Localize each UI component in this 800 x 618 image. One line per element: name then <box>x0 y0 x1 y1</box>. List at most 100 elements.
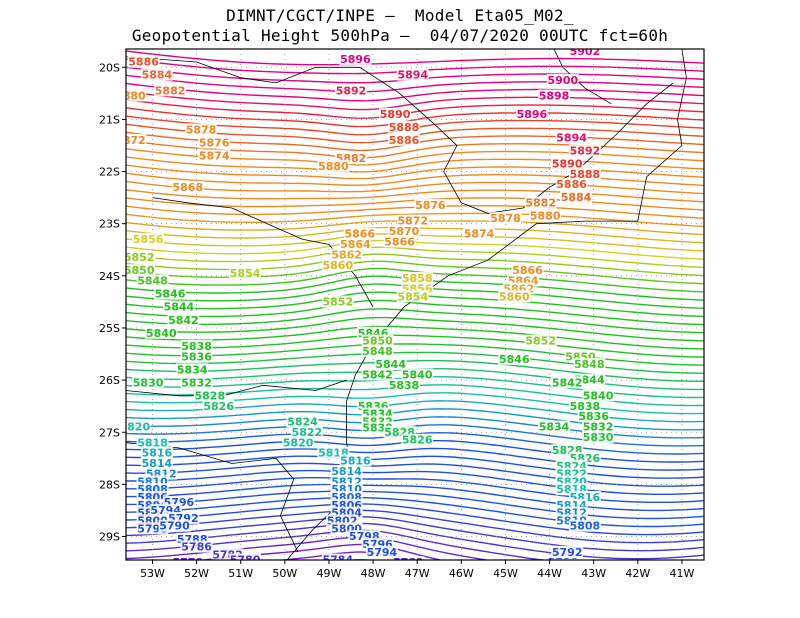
axis-labels: 53W 52W 51W 50W 49W 48W 47W 46W 45W 44W 43W 42W 41W 2… <box>99 61 694 580</box>
lon-tick-label: 50W <box>272 567 297 580</box>
map-frame <box>125 48 705 561</box>
contour-line-5872 <box>126 180 704 195</box>
contour-label-bg <box>551 545 584 558</box>
contour-label-bg <box>126 89 147 102</box>
contour-label-bg <box>555 131 588 144</box>
contour-label-5792: 5792 <box>552 546 583 559</box>
contour-line-5850 <box>126 260 704 285</box>
contour-label-5842: 5842 <box>552 376 583 389</box>
contour-label-bg <box>379 107 412 120</box>
contour-label-bg <box>568 167 601 180</box>
contour-line-5800 <box>126 462 704 487</box>
contour-label-5842: 5842 <box>362 369 393 382</box>
contour-label-bg <box>180 540 213 553</box>
contour-label-5894: 5894 <box>556 131 587 144</box>
contour-label-bg <box>180 350 213 363</box>
contour-line-5802 <box>126 455 704 479</box>
contour-label-bg <box>126 133 147 146</box>
contour-label-bg <box>126 251 156 264</box>
chart-title-line2: Geopotential Height 500hPa – 04/07/2020 … <box>131 26 669 45</box>
contour-label-5836: 5836 <box>578 410 609 423</box>
contour-label-5884: 5884 <box>561 191 592 204</box>
contour-label-bg <box>388 378 420 391</box>
contour-label-bg <box>401 368 434 381</box>
contour-label-bg <box>538 89 570 102</box>
contour-label-5872: 5872 <box>115 134 146 147</box>
contour-label-5880: 5880 <box>115 90 146 103</box>
contour-line-5840 <box>126 299 704 326</box>
contour-label-bg <box>198 136 231 149</box>
contour-label-bg <box>321 553 354 560</box>
lat-tick-label: 20S <box>99 61 120 74</box>
contour-label-bg <box>489 212 522 225</box>
contour-label-5820: 5820 <box>119 421 150 434</box>
contour-line-5892 <box>126 99 704 119</box>
contour-label-5840: 5840 <box>402 369 433 382</box>
contour-line-5836 <box>126 316 704 342</box>
contour-label-5840: 5840 <box>146 327 177 340</box>
lon-tick-label: 45W <box>493 567 518 580</box>
contour-line-5882 <box>126 139 704 159</box>
chart-title-line1: DIMNT/CGCT/INPE – Model Eta05_M02_ <box>226 6 574 25</box>
contour-label-5846: 5846 <box>155 288 186 301</box>
lat-tick-label: 22S <box>99 166 120 179</box>
contour-line-5796 <box>126 477 704 503</box>
contour-label-bg <box>229 266 262 279</box>
contour-label-5836: 5836 <box>181 350 212 363</box>
contour-label-5794: 5794 <box>367 546 398 559</box>
contour-line-5794 <box>126 483 704 512</box>
contour-label-bg <box>132 232 165 245</box>
contour-label-bg <box>524 334 557 347</box>
contour-label-bg <box>171 556 204 560</box>
contour-line-5826 <box>126 359 704 382</box>
contour-line-5866 <box>126 204 704 219</box>
contour-label-bg <box>321 295 354 308</box>
lon-tick-label: 49W <box>317 567 342 580</box>
contour-label-bg <box>162 300 195 313</box>
lat-tick-label: 23S <box>99 218 120 231</box>
contour-label-bg <box>551 157 584 170</box>
lon-tick-label: 41W <box>669 567 694 580</box>
contour-label-5878: 5878 <box>186 123 217 136</box>
lon-tick-label: 48W <box>361 567 386 580</box>
contour-label-5854: 5854 <box>397 290 428 303</box>
contour-line-5798 <box>126 469 704 495</box>
contour-label-bg <box>229 553 262 560</box>
contour-label-bg <box>546 556 579 560</box>
contour-label-5860: 5860 <box>322 259 353 272</box>
contour-label-bg <box>374 358 407 371</box>
contour-label-bg <box>339 238 372 251</box>
contour-label-5814: 5814 <box>331 465 362 478</box>
contour-label-bg <box>140 68 173 81</box>
contour-label-bg <box>573 358 606 371</box>
contour-label-5882: 5882 <box>525 196 556 209</box>
contour-label-5890: 5890 <box>380 108 411 121</box>
contour-label-bg <box>149 504 182 517</box>
contour-label-bg <box>551 376 584 389</box>
contour-label-5896: 5896 <box>340 53 371 66</box>
contour-label-bg <box>361 345 394 357</box>
contour-line-5790 <box>126 496 704 528</box>
contour-label-bg <box>396 290 429 303</box>
contour-label-bg <box>202 399 235 412</box>
contour-label-5860: 5860 <box>499 290 530 303</box>
lat-tick-label: 28S <box>99 478 120 491</box>
contour-label-bg <box>396 214 429 227</box>
contour-label-bg <box>158 519 191 532</box>
contour-label-bg <box>167 313 200 326</box>
contour-label-bg <box>126 264 156 277</box>
contour-label-5834: 5834 <box>177 363 208 376</box>
contour-label-5852: 5852 <box>124 251 155 264</box>
contour-label-bg <box>140 446 173 459</box>
lon-tick-label: 52W <box>184 567 209 580</box>
contour-label-5826: 5826 <box>402 434 433 447</box>
contour-label-5844: 5844 <box>375 358 406 371</box>
contour-label-bg <box>343 227 376 240</box>
contour-label-5830: 5830 <box>583 431 614 444</box>
contour-line-5830 <box>126 343 704 366</box>
contour-label-5824: 5824 <box>287 415 318 428</box>
contour-line-5784 <box>126 516 704 552</box>
contour-label-5780: 5780 <box>230 554 261 567</box>
contour-label-bg <box>560 191 592 204</box>
contour-line-5890 <box>126 107 704 128</box>
